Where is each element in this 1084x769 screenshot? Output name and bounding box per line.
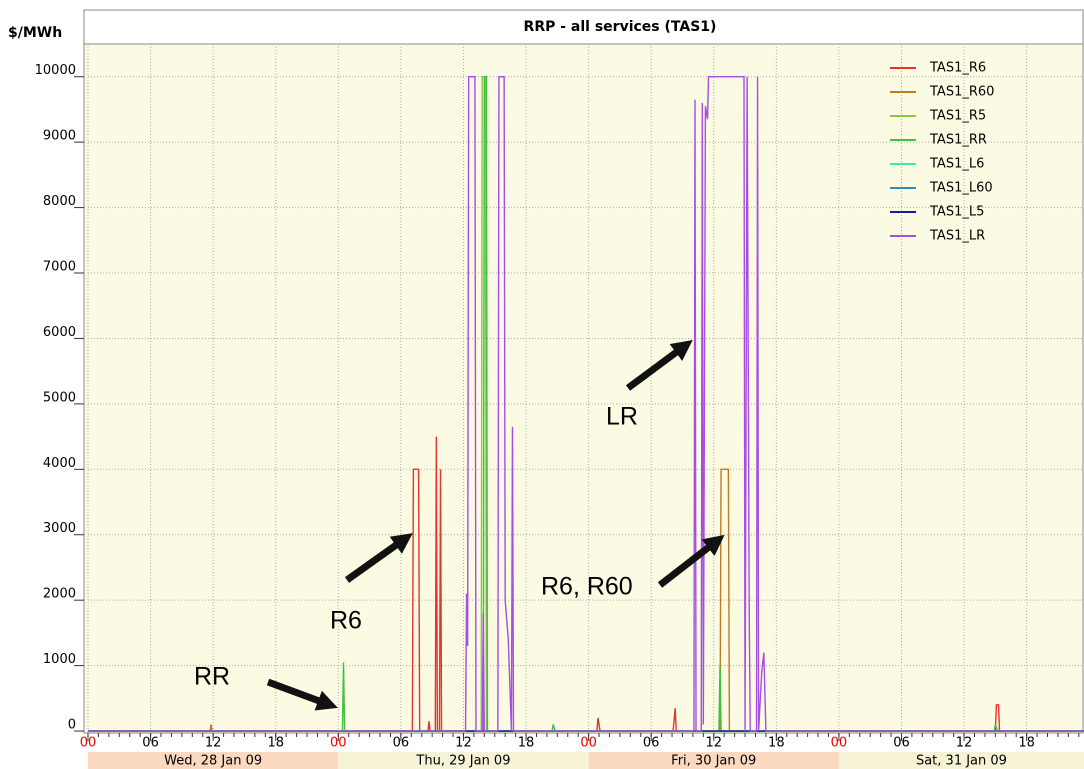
x-tick-label: 06 <box>393 736 410 751</box>
legend-label: TAS1_R5 <box>929 109 986 124</box>
day-band <box>338 752 589 769</box>
y-tick-label: 6000 <box>43 325 76 340</box>
annotations: RR R6 R6, R60 LR <box>194 339 725 711</box>
annotation: R6 <box>330 607 362 635</box>
x-tick-label: 12 <box>705 736 722 751</box>
arrow <box>266 678 338 711</box>
day-label: Sat, 31 Jan 09 <box>916 754 1007 769</box>
x-tick-label: 12 <box>455 736 472 751</box>
x-tick-label: 00 <box>580 736 597 751</box>
day-band <box>588 752 839 769</box>
arrow <box>625 339 693 391</box>
annotation: RR <box>194 663 230 691</box>
series-line <box>88 76 1084 732</box>
day-label: Wed, 28 Jan 09 <box>164 754 262 769</box>
day-band <box>88 752 339 769</box>
legend-label: TAS1_L6 <box>929 157 984 172</box>
x-tick-label: 12 <box>205 736 222 751</box>
x-tick-label: 00 <box>330 736 347 751</box>
day-label: Fri, 30 Jan 09 <box>671 754 756 769</box>
legend-label: TAS1_L5 <box>929 205 984 220</box>
y-axis-label: $/MWh <box>8 25 62 41</box>
chart-title: RRP - all services (TAS1) <box>524 19 717 35</box>
x-tick-label: 00 <box>80 736 97 751</box>
y-tick-label: 7000 <box>43 260 76 275</box>
legend-label: TAS1_R6 <box>929 61 986 76</box>
arrow <box>344 533 413 583</box>
x-tick-label: 18 <box>518 736 535 751</box>
legend-label: TAS1_LR <box>929 229 985 244</box>
title-bar <box>83 9 1084 45</box>
x-tick-label: 12 <box>956 736 973 751</box>
y-tick-label: 1000 <box>43 652 76 667</box>
x-tick-label: 18 <box>768 736 785 751</box>
y-tick-label: 2000 <box>43 587 76 602</box>
x-tick-label: 06 <box>893 736 910 751</box>
x-tick-label: 00 <box>831 736 848 751</box>
plot-layer: Wed, 28 Jan 09 Thu, 29 Jan 09 Fri, 30 Jan … <box>35 44 1084 769</box>
arrow <box>657 534 725 588</box>
y-tick-label: 0 <box>68 718 76 733</box>
annotation: LR <box>606 403 638 431</box>
plot-area <box>83 43 1084 734</box>
legend-label: TAS1_RR <box>929 133 987 148</box>
x-tick-label: 06 <box>643 736 660 751</box>
annotation: R6, R60 <box>541 573 633 601</box>
y-tick-label: 5000 <box>43 390 76 405</box>
x-tick-label: 18 <box>267 736 284 751</box>
legend-label: TAS1_R60 <box>929 85 994 100</box>
x-tick-label: 18 <box>1018 736 1035 751</box>
x-tick-label: 06 <box>142 736 159 751</box>
y-tick-label: 4000 <box>43 456 76 471</box>
y-tick-label: 10000 <box>35 63 76 78</box>
y-tick-label: 9000 <box>43 129 76 144</box>
series-line <box>88 76 1084 732</box>
y-tick-label: 3000 <box>43 521 76 536</box>
y-tick-label: 8000 <box>43 194 76 209</box>
day-label: Thu, 29 Jan 09 <box>415 754 510 769</box>
day-band <box>838 752 1084 769</box>
legend-label: TAS1_L60 <box>929 181 993 196</box>
